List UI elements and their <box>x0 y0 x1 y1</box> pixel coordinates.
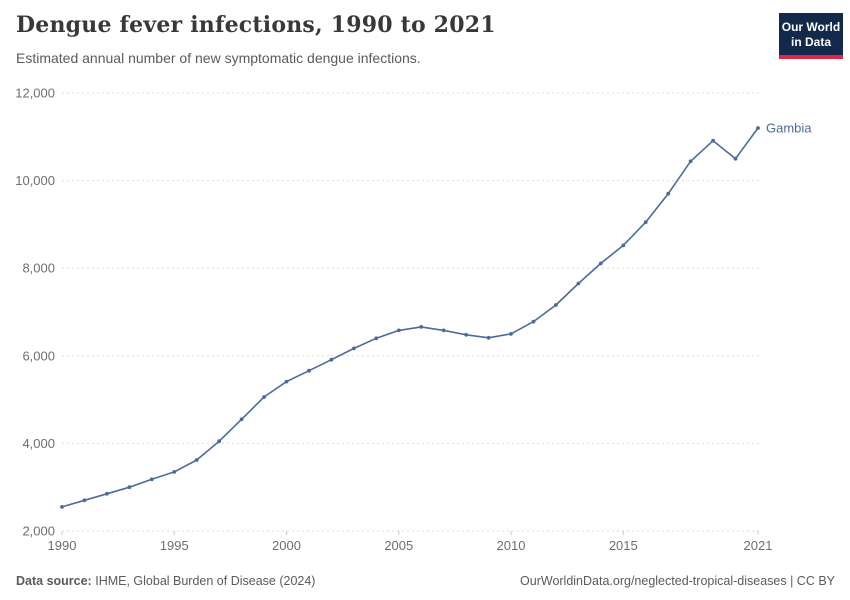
data-point[interactable] <box>441 328 446 333</box>
data-point[interactable] <box>554 303 558 307</box>
data-point[interactable] <box>531 319 536 324</box>
data-point[interactable] <box>127 485 132 490</box>
chart-footer: Data source: IHME, Global Burden of Dise… <box>16 574 835 588</box>
y-tick-label: 2,000 <box>22 524 55 539</box>
attribution-link[interactable]: OurWorldinData.org/neglected-tropical-di… <box>520 574 835 588</box>
data-point[interactable] <box>239 417 244 422</box>
entity-label-gambia[interactable]: Gambia <box>766 121 812 136</box>
data-point[interactable] <box>149 477 154 482</box>
data-point[interactable] <box>262 395 266 399</box>
data-point[interactable] <box>486 335 491 340</box>
data-point[interactable] <box>464 332 468 337</box>
data-point[interactable] <box>329 357 334 362</box>
data-point[interactable] <box>419 325 424 329</box>
data-point[interactable] <box>733 156 738 161</box>
data-point[interactable] <box>352 346 356 351</box>
data-point[interactable] <box>576 281 581 286</box>
data-point[interactable] <box>509 332 513 336</box>
data-source-note: Data source: IHME, Global Burden of Dise… <box>16 574 315 588</box>
data-point[interactable] <box>688 159 693 164</box>
data-point[interactable] <box>105 491 109 496</box>
owid-logo-line1: Our World <box>781 20 841 34</box>
data-point[interactable] <box>598 261 603 266</box>
data-line-gambia[interactable] <box>61 127 759 508</box>
data-point[interactable] <box>307 368 311 373</box>
x-tick-label: 2015 <box>609 538 638 553</box>
data-point[interactable] <box>284 379 289 384</box>
x-tick-label: 2010 <box>497 538 526 553</box>
data-point[interactable] <box>60 505 64 509</box>
data-point[interactable] <box>374 336 379 341</box>
data-point[interactable] <box>217 439 222 444</box>
y-tick-label: 6,000 <box>22 348 55 363</box>
y-tick-label: 10,000 <box>15 173 55 188</box>
data-point[interactable] <box>396 328 401 333</box>
chart-subtitle: Estimated annual number of new symptomat… <box>16 50 421 66</box>
data-source-label: Data source: <box>16 574 92 588</box>
data-point[interactable] <box>172 470 177 474</box>
data-point[interactable] <box>711 138 715 143</box>
y-tick-label: 8,000 <box>22 261 55 276</box>
x-tick-label: 2021 <box>744 538 773 553</box>
data-source-value: IHME, Global Burden of Disease (2024) <box>95 574 316 588</box>
data-point[interactable] <box>194 458 199 462</box>
page-title: Dengue fever infections, 1990 to 2021 <box>16 12 496 38</box>
x-tick-label: 2005 <box>384 538 413 553</box>
x-tick-label: 1990 <box>48 538 77 553</box>
owid-logo-line2: in Data <box>790 35 831 49</box>
x-tick-label: 1995 <box>160 538 189 553</box>
data-point[interactable] <box>621 243 626 248</box>
data-point[interactable] <box>666 191 671 196</box>
data-point[interactable] <box>756 126 760 130</box>
y-tick-label: 12,000 <box>15 86 55 101</box>
data-point[interactable] <box>82 498 87 503</box>
data-point[interactable] <box>643 220 648 225</box>
owid-logo[interactable]: Our World in Data <box>779 13 843 59</box>
y-tick-label: 4,000 <box>22 436 55 451</box>
x-tick-label: 2000 <box>272 538 301 553</box>
